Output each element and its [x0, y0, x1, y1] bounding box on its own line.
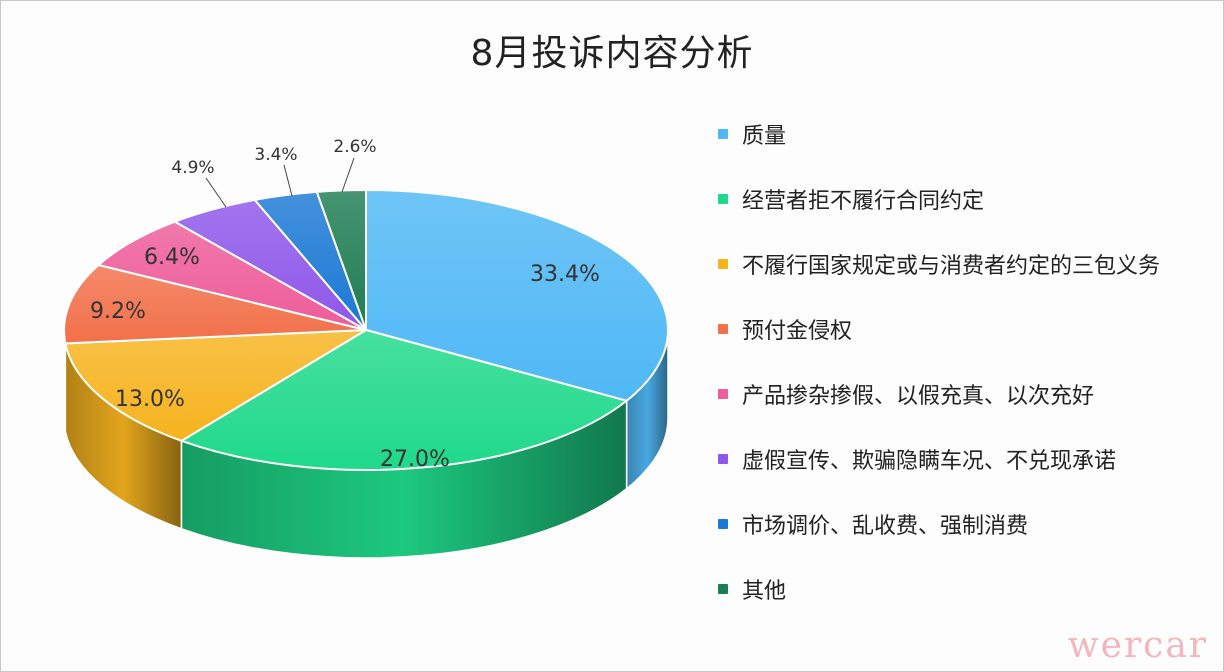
- legend-label: 产品掺杂掺假、以假充真、以次充好: [742, 384, 1095, 409]
- legend-label: 不履行国家规定或与消费者约定的三包义务: [742, 254, 1161, 279]
- data-label-2: 13.0%: [115, 387, 185, 412]
- pie-slice-7: [315, 188, 367, 331]
- pie-slice-0: [365, 188, 669, 402]
- legend-swatch: [718, 259, 728, 269]
- watermark: wercar: [1067, 625, 1208, 666]
- legend-item: 产品掺杂掺假、以假充真、以次充好: [718, 376, 1094, 412]
- legend-swatch: [718, 454, 728, 464]
- legend-item: 不履行国家规定或与消费者约定的三包义务: [718, 246, 1160, 282]
- pie-top-faces: [63, 188, 669, 471]
- label-leader-lines: [205, 157, 355, 208]
- legend-swatch: [718, 324, 728, 334]
- legend-label: 质量: [742, 124, 787, 149]
- legend-label: 经营者拒不履行合同约定: [742, 189, 985, 214]
- data-label-5: 4.9%: [171, 158, 214, 178]
- legend-swatch: [718, 129, 728, 139]
- data-label-1: 27.0%: [380, 447, 450, 472]
- legend-item: 其他: [718, 571, 786, 607]
- leader-line-7: [341, 157, 355, 193]
- data-label-3: 9.2%: [90, 299, 146, 324]
- leader-line-6: [283, 164, 293, 197]
- pie-slice-1: [179, 328, 629, 471]
- legend-item: 经营者拒不履行合同约定: [718, 181, 984, 217]
- chart-title: 8月投诉内容分析: [470, 33, 754, 74]
- legend-label: 其他: [742, 579, 787, 604]
- legend-item: 市场调价、乱收费、强制消费: [718, 506, 1028, 542]
- pie-slice-2: [64, 329, 367, 442]
- legend-label: 市场调价、乱收费、强制消费: [742, 514, 1029, 539]
- pie-side-walls: [63, 329, 669, 559]
- data-label-6: 3.4%: [254, 145, 297, 165]
- legend-swatch: [718, 584, 728, 594]
- leader-line-5: [205, 177, 227, 208]
- data-labels: 33.4% 27.0% 13.0% 9.2% 6.4% 4.9% 3.4% 2.6%: [90, 137, 600, 472]
- data-label-0: 33.4%: [530, 262, 600, 287]
- data-label-7: 2.6%: [333, 137, 376, 157]
- legend-swatch: [718, 519, 728, 529]
- legend-item: 虚假宣传、欺骗隐瞒车况、不兑现承诺: [718, 441, 1116, 477]
- pie-slice-4: [96, 220, 367, 331]
- pie-slice-3: [63, 263, 367, 345]
- legend-swatch: [718, 389, 728, 399]
- legend-label: 预付金侵权: [742, 319, 853, 344]
- data-label-4: 6.4%: [144, 245, 200, 270]
- legend-label: 虚假宣传、欺骗隐瞒车况、不兑现承诺: [742, 449, 1117, 474]
- legend-item: 预付金侵权: [718, 311, 852, 347]
- legend-swatch: [718, 194, 728, 204]
- legend-item: 质量: [718, 116, 786, 152]
